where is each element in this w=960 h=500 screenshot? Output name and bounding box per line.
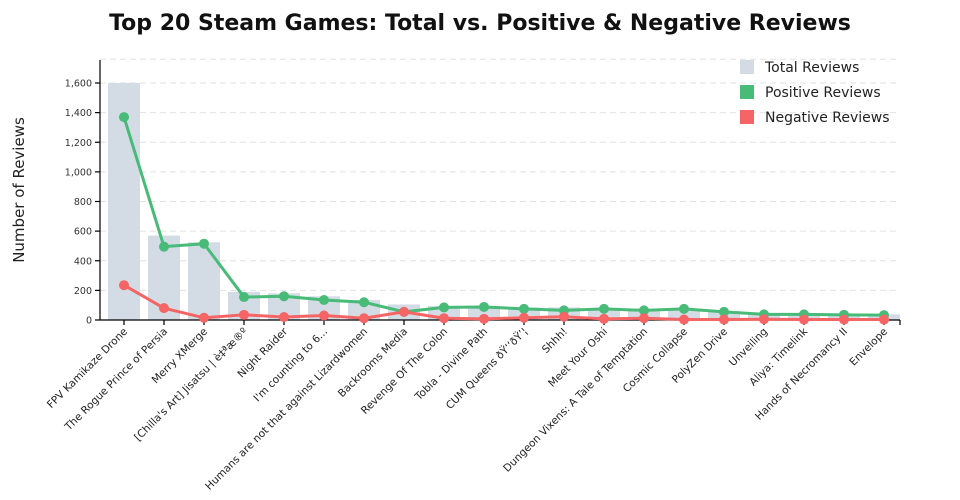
bar-total-reviews (188, 242, 220, 320)
legend-swatch-total (740, 60, 754, 74)
point-positive-reviews (599, 303, 609, 314)
y-tick-label: 1,400 (65, 108, 92, 119)
x-tick-label: Backrooms Media (336, 326, 410, 400)
point-negative-reviews (839, 314, 849, 325)
x-tick-label: CUM Queens ðŸ‘‘ðŸ’¦ (443, 325, 530, 412)
point-positive-reviews (279, 291, 289, 302)
point-negative-reviews (639, 313, 649, 324)
y-tick-label: 600 (74, 227, 92, 238)
bar-total-reviews (668, 308, 700, 320)
point-positive-reviews (519, 303, 529, 314)
point-negative-reviews (679, 314, 689, 325)
point-negative-reviews (759, 314, 769, 325)
point-negative-reviews (559, 311, 569, 322)
point-positive-reviews (159, 241, 169, 252)
chart-title: Top 20 Steam Games: Total vs. Positive &… (109, 11, 851, 36)
legend-swatch-negative (740, 110, 754, 124)
point-negative-reviews (319, 310, 329, 321)
point-negative-reviews (399, 306, 409, 317)
bar-total-reviews (308, 296, 340, 320)
point-negative-reviews (199, 312, 209, 323)
line-negative-reviews (123, 283, 884, 322)
y-tick-label: 0 (86, 316, 92, 327)
bar-total-reviews (468, 305, 500, 320)
y-tick-label: 1,000 (65, 167, 92, 178)
point-negative-reviews (519, 312, 529, 323)
point-negative-reviews (879, 314, 889, 325)
point-positive-reviews (199, 238, 209, 249)
point-negative-reviews (159, 303, 169, 314)
point-negative-reviews (119, 280, 129, 291)
y-axis-ticks: 0 200 400 600 800 1,000 1,200 1,400 1,600 (65, 79, 100, 327)
point-positive-reviews (639, 305, 649, 316)
x-tick-label: Tobla - Divine Path (412, 326, 490, 404)
point-negative-reviews (439, 313, 449, 324)
point-negative-reviews (719, 314, 729, 325)
point-positive-reviews (239, 292, 249, 303)
point-positive-reviews (359, 297, 369, 308)
y-tick-label: 800 (74, 197, 92, 208)
point-positive-reviews (319, 295, 329, 306)
y-tick-label: 400 (74, 256, 92, 267)
point-negative-reviews (279, 312, 289, 323)
point-negative-reviews (239, 309, 249, 320)
x-tick-label: Envelope (847, 326, 890, 369)
point-negative-reviews (359, 313, 369, 324)
point-positive-reviews (439, 302, 449, 313)
x-tick-label: Shhh! (540, 326, 570, 356)
point-positive-reviews (679, 303, 689, 314)
y-tick-label: 1,600 (65, 79, 92, 90)
point-negative-reviews (799, 314, 809, 325)
point-positive-reviews (119, 112, 129, 123)
point-negative-reviews (479, 313, 489, 324)
point-positive-reviews (479, 301, 489, 312)
line-positive-reviews (122, 116, 885, 317)
legend-label-positive: Positive Reviews (765, 85, 881, 101)
legend-label-total: Total Reviews (764, 60, 859, 76)
y-tick-label: 200 (74, 286, 92, 297)
line-series (119, 112, 889, 325)
y-axis-label: Number of Reviews (10, 117, 28, 263)
x-tick-label: I'm counting to 6... (251, 326, 330, 405)
gridlines (100, 58, 900, 291)
legend-label-negative: Negative Reviews (765, 110, 890, 126)
legend-swatch-positive (740, 85, 754, 99)
x-tick-label: Dungeon Vixens: A Tale of Temptation (501, 326, 650, 475)
y-tick-label: 1,200 (65, 138, 92, 149)
legend: Total Reviews Positive Reviews Negative … (740, 60, 890, 126)
point-positive-reviews (719, 306, 729, 317)
point-negative-reviews (599, 313, 609, 324)
x-tick-label: FPV Kamikaze Drone (45, 326, 130, 411)
